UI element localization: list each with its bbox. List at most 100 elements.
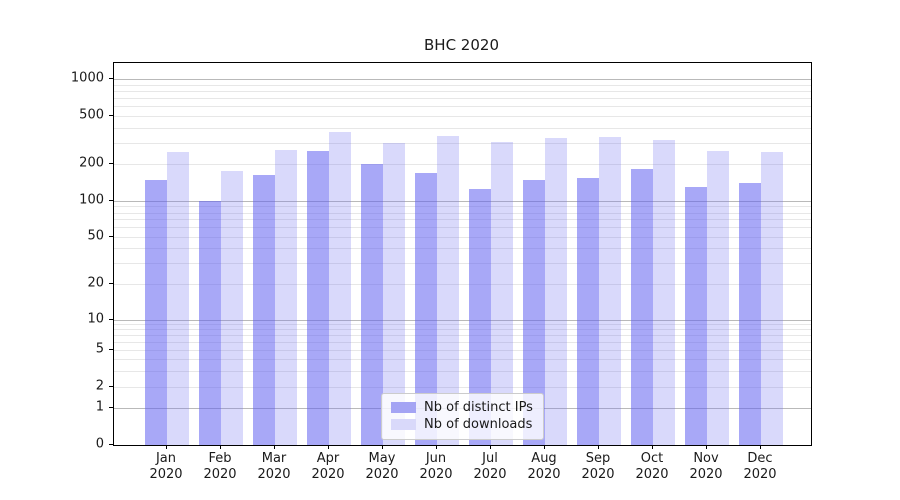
y-tick-mark [109,236,113,237]
gridline-major [114,79,811,81]
legend: Nb of distinct IPs Nb of downloads [381,393,544,440]
x-tick-label: Jan 2020 [136,451,196,483]
x-tick-label: Nov 2020 [676,451,736,483]
x-tick-mark [544,445,545,449]
bar-downloads-jul [491,142,513,445]
bar-downloads-dec [761,151,783,445]
x-tick-mark [706,445,707,449]
gridline-minor [114,115,811,117]
gridline-minor [114,142,811,144]
y-tick-mark [109,200,113,201]
bar-distinct-ips-jun [415,173,437,445]
legend-item-distinct-ips: Nb of distinct IPs [391,399,534,416]
x-tick-mark [382,445,383,449]
y-tick-label: 1 [95,399,104,415]
x-tick-label-year: 2020 [257,467,291,482]
gridline-minor [114,164,811,166]
legend-swatch-downloads-icon [391,419,416,430]
x-tick-mark [328,445,329,449]
x-tick-label-year: 2020 [743,467,777,482]
chart-title: BHC 2020 [424,36,499,54]
x-tick-mark [760,445,761,449]
legend-label-distinct-ips: Nb of distinct IPs [424,400,533,415]
x-tick-label: Mar 2020 [244,451,304,483]
x-tick-label: Sep 2020 [568,451,628,483]
gridline-major [114,319,811,321]
x-tick-mark [274,445,275,449]
bar-downloads-sep [599,137,621,445]
bar-distinct-ips-dec [739,183,761,445]
y-tick-mark [109,444,113,445]
x-tick-label-year: 2020 [689,467,723,482]
x-tick-mark [436,445,437,449]
legend-item-downloads: Nb of downloads [391,416,534,433]
gridline-minor [114,84,811,86]
bar-distinct-ips-sep [577,177,599,445]
y-tick-mark [109,283,113,284]
x-tick-label-year: 2020 [635,467,669,482]
bar-distinct-ips-jan [145,179,167,445]
y-tick-mark [109,78,113,79]
x-tick-label-year: 2020 [419,467,453,482]
x-tick-label: Feb 2020 [190,451,250,483]
gridline-minor [114,263,811,264]
x-tick-label-year: 2020 [473,467,507,482]
x-tick-label: Jun 2020 [406,451,466,483]
gridline-minor [114,248,811,250]
bar-distinct-ips-aug [523,179,545,445]
gridline-major [114,201,811,202]
y-tick-label: 500 [79,107,104,123]
y-tick-mark [109,386,113,387]
bar-downloads-apr [329,131,351,445]
y-tick-label: 5 [95,341,104,357]
x-tick-label-year: 2020 [527,467,561,482]
x-tick-mark [490,445,491,449]
x-tick-label: Aug 2020 [514,451,574,483]
gridline-minor [114,236,811,238]
bar-downloads-jun [437,135,459,445]
gridline-minor [114,283,811,285]
y-tick-mark [109,407,113,408]
x-tick-mark [166,445,167,449]
bar-distinct-ips-oct [631,168,653,445]
x-tick-label-year: 2020 [149,467,183,482]
gridline-minor [114,127,811,129]
gridline-minor [114,212,811,214]
y-tick-label: 100 [79,192,104,208]
bar-downloads-nov [707,150,729,445]
gridline-minor [114,370,811,372]
gridline-minor [114,329,811,331]
x-tick-label-year: 2020 [203,467,237,482]
x-tick-mark [652,445,653,449]
x-tick-label: Jul 2020 [460,451,520,483]
bar-distinct-ips-feb [199,201,221,445]
x-tick-label: Apr 2020 [298,451,358,483]
y-tick-label: 10 [87,311,104,326]
gridline-minor [114,227,811,229]
x-tick-mark [598,445,599,449]
y-tick-label: 50 [87,228,104,244]
gridline-minor [114,91,811,93]
bar-distinct-ips-nov [685,187,707,445]
x-tick-label-year: 2020 [581,467,615,482]
gridline-minor [114,324,811,326]
bar-distinct-ips-jul [469,189,491,445]
y-tick-mark [109,349,113,350]
y-tick-label: 0 [95,436,104,451]
y-tick-mark [109,115,113,116]
legend-label-downloads: Nb of downloads [424,417,533,432]
bar-downloads-mar [275,149,297,445]
gridline-minor [114,359,811,361]
x-tick-label: Oct 2020 [622,451,682,483]
x-tick-label: May 2020 [352,451,412,483]
y-tick-label: 2 [95,378,104,394]
gridline-minor [114,206,811,208]
bar-downloads-jan [167,151,189,445]
bar-distinct-ips-may [361,164,383,445]
gridline-minor [114,106,811,108]
gridline-minor [114,387,811,388]
gridline-minor [114,350,811,352]
gridline-minor [114,98,811,100]
bar-distinct-ips-mar [253,174,275,445]
x-tick-label-year: 2020 [311,467,345,482]
